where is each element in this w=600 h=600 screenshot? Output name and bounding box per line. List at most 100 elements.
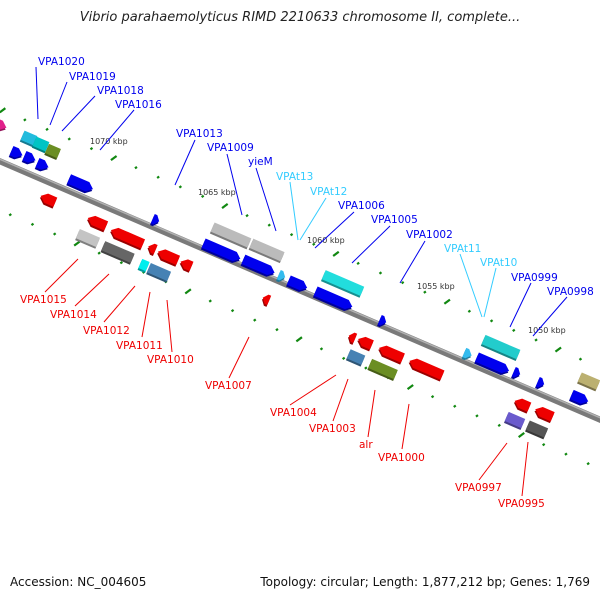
gene-body	[32, 136, 50, 152]
trna-feature[interactable]	[461, 347, 474, 362]
gene-body	[368, 358, 398, 380]
gene-feature[interactable]	[286, 275, 309, 294]
minor-tick	[89, 146, 94, 151]
gene-label[interactable]: VPA1005	[371, 214, 418, 226]
gene-feature[interactable]	[137, 258, 150, 274]
gene-label[interactable]: VPA1016	[115, 99, 162, 111]
gene-feature[interactable]	[38, 191, 58, 209]
gene-feature[interactable]	[376, 343, 405, 365]
gene-feature[interactable]	[19, 130, 38, 148]
minor-tick	[467, 309, 472, 313]
gene-feature[interactable]	[150, 214, 161, 228]
gene-feature[interactable]	[34, 158, 51, 174]
gene-feature[interactable]	[209, 222, 252, 250]
gene-label[interactable]: VPA1012	[83, 325, 130, 337]
gene-feature[interactable]	[44, 143, 61, 161]
gene-label[interactable]: yieM	[248, 156, 273, 168]
gene-feature[interactable]	[512, 396, 532, 414]
gene-feature[interactable]	[377, 315, 388, 329]
gene-feature[interactable]	[248, 238, 285, 264]
gene-feature[interactable]	[100, 241, 135, 265]
gene-feature[interactable]	[346, 331, 358, 345]
gene-label[interactable]: VPA1006	[338, 200, 385, 212]
major-tick	[517, 432, 525, 438]
gene-label[interactable]: VPA0997	[455, 482, 502, 494]
gene-feature[interactable]	[66, 174, 95, 195]
gene-label[interactable]: alr	[359, 439, 373, 451]
gene-feature[interactable]	[155, 247, 181, 267]
gene-feature[interactable]	[85, 213, 109, 233]
gene-label[interactable]: VPA1018	[97, 85, 144, 97]
gene-body	[138, 258, 150, 272]
trna-label[interactable]: VPAt10	[480, 257, 517, 269]
trna-feature[interactable]	[276, 270, 287, 284]
gene-label[interactable]: VPA1020	[38, 56, 85, 68]
gene-body	[462, 347, 472, 359]
gene-body	[514, 398, 532, 412]
minor-tick	[97, 251, 101, 255]
gene-body	[346, 349, 366, 365]
gene-body	[20, 130, 38, 146]
minor-tick	[512, 328, 516, 333]
gene-feature[interactable]	[525, 420, 549, 440]
gene-feature[interactable]	[75, 229, 101, 249]
gene-feature[interactable]	[568, 389, 590, 408]
gene-label[interactable]: VPA1004	[270, 407, 317, 419]
gene-feature[interactable]	[240, 254, 277, 279]
gene-label[interactable]: VPA1000	[378, 452, 425, 464]
gene-feature[interactable]	[474, 352, 511, 377]
gene-label[interactable]: VPA1002	[406, 229, 453, 241]
minor-tick	[208, 299, 212, 303]
gene-label[interactable]: VPA1003	[309, 423, 356, 435]
gene-feature[interactable]	[31, 136, 50, 154]
gene-feature[interactable]	[533, 405, 555, 424]
gene-feature[interactable]	[577, 372, 600, 392]
gene-feature[interactable]	[320, 270, 365, 298]
gene-feature[interactable]	[178, 257, 194, 273]
forward-leader-lines	[35, 66, 568, 337]
gene-label[interactable]: VPA1009	[207, 142, 254, 154]
gene-feature[interactable]	[146, 263, 172, 283]
gene-feature[interactable]	[0, 117, 8, 135]
gene-feature[interactable]	[355, 334, 374, 352]
gene-label[interactable]: VPA1015	[20, 294, 67, 306]
scale-label: 1060 kbp	[307, 236, 345, 245]
gene-body	[358, 336, 374, 350]
gene-feature[interactable]	[200, 238, 242, 265]
trna-label[interactable]: VPAt11	[444, 243, 481, 255]
gene-label[interactable]: VPA0999	[511, 272, 558, 284]
gene-label[interactable]: VPA0995	[498, 498, 545, 510]
gene-body	[313, 286, 353, 310]
major-tick	[406, 384, 414, 391]
gene-feature[interactable]	[108, 225, 146, 251]
gene-label[interactable]: VPA1011	[116, 340, 163, 352]
gene-label[interactable]: VPA1010	[147, 354, 194, 366]
gene-feature[interactable]	[312, 286, 354, 313]
gene-feature[interactable]	[367, 358, 398, 381]
minor-tick	[430, 395, 435, 399]
trna-label[interactable]: VPAt12	[310, 186, 347, 198]
gene-feature[interactable]	[480, 334, 521, 361]
gene-body	[148, 243, 158, 255]
gene-feature[interactable]	[535, 377, 546, 391]
gene-body	[276, 270, 286, 281]
gene-feature[interactable]	[511, 367, 522, 381]
gene-body	[241, 254, 275, 275]
minor-tick	[245, 213, 249, 218]
gene-label[interactable]: VPA1013	[176, 128, 223, 140]
gene-feature[interactable]	[8, 146, 25, 162]
gene-feature[interactable]	[407, 356, 445, 382]
minor-tick	[542, 442, 546, 447]
major-tick	[110, 155, 118, 162]
gene-label[interactable]: VPA0998	[547, 286, 594, 298]
gene-label[interactable]: VPA1007	[205, 380, 252, 392]
gene-feature[interactable]	[21, 151, 38, 167]
gene-feature[interactable]	[345, 349, 366, 367]
trna-label[interactable]: VPAt13	[276, 171, 313, 183]
gene-feature[interactable]	[503, 411, 526, 430]
gene-feature[interactable]	[260, 293, 272, 307]
gene-label[interactable]: VPA1019	[69, 71, 116, 83]
gene-label[interactable]: VPA1014	[50, 309, 97, 321]
minor-tick	[119, 261, 124, 265]
gene-feature[interactable]	[146, 242, 158, 257]
